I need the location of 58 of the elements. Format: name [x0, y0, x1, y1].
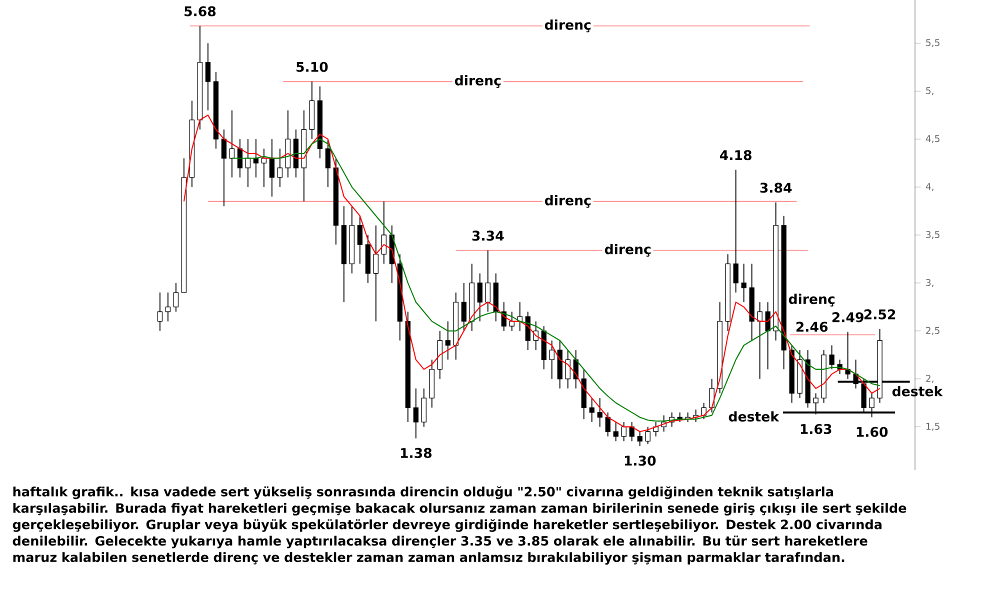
y-tick-label: 1,5	[926, 422, 940, 431]
annotation: 2.52	[864, 309, 896, 320]
annotation: 1.60	[856, 426, 888, 437]
annotation: 2.49	[832, 312, 864, 322]
candlestick	[413, 388, 418, 439]
candlestick	[477, 272, 482, 322]
text: haftalık grafik.. kısa vadede sert yükseliş sonrasında direncin olduğu "2.50" civarına geldiğinden teknik satışlarla karşılaşabilir. Burada fiyat hareketleri geçmişe bakacak olursanız zaman zaman birilerinin senede giriş çıkışı ile sert şekilde gerçekleşebiliyor. Gruplar veya büyük spekülatörler devreye girdiğinde hareketler sertleşebiliyor. Destek 2.00 civarında denilebilir. Gelecekte yukarıya hamle yaptırılacaksa dirençler 3.35 ve 3.85 olarak ele alınabilir. Bu tür sert hareketlere maruz kalabilen senetlerde direnç ve destekler zaman zaman anlamsız bırakılabiliyor şişman parmaklar tarafından.	[12, 486, 906, 565]
candlestick	[733, 169, 738, 294]
annotation: 1.63	[800, 424, 832, 434]
y-tick-label: 3,	[926, 278, 934, 287]
candlestick	[589, 398, 594, 423]
y-tick-label: 5,5	[926, 39, 940, 48]
candlestick	[605, 412, 610, 437]
candlestick	[613, 422, 618, 442]
candlestick	[357, 215, 362, 264]
candlestick	[421, 388, 426, 428]
candlestick	[325, 138, 331, 188]
candlestick	[829, 344, 834, 370]
ref-line-label: direnç	[788, 294, 835, 306]
candlestick	[157, 292, 163, 332]
candlestick	[645, 426, 650, 445]
candlestick	[277, 148, 283, 188]
candlestick	[549, 340, 554, 380]
ref-line-label: destek	[728, 411, 780, 422]
ref-line-label: direnç	[544, 195, 591, 208]
candlestick	[373, 224, 378, 322]
annotation: 4.18	[720, 150, 752, 160]
y-tick-label: 5,	[926, 87, 934, 96]
y-tick-label: 2,5	[926, 326, 940, 335]
ref-line-label: destek	[892, 386, 943, 396]
y-tick-label: 4,	[926, 183, 934, 191]
candlestick	[205, 42, 211, 111]
candlestick	[269, 138, 275, 198]
candlestick	[637, 431, 642, 446]
annotation: 5.68	[184, 6, 216, 16]
y-tick-label: 2,	[926, 374, 934, 383]
annotation: 3.34	[472, 230, 504, 241]
candlestick	[229, 110, 235, 178]
candlestick	[173, 282, 179, 312]
candlestick	[597, 398, 602, 428]
candlestick	[741, 263, 746, 303]
candlestick	[485, 250, 490, 312]
candlestick	[461, 282, 466, 332]
ref-line-label: direnç	[604, 244, 651, 257]
annotation: 5.10	[296, 62, 328, 72]
y-tick-label: 3,5	[926, 231, 940, 240]
annotation: 1.38	[400, 448, 432, 458]
annotation: 2.46	[796, 322, 828, 332]
candlestick	[381, 200, 386, 264]
annotation: 1.30	[624, 456, 656, 466]
ref-line-label: direnç	[544, 20, 591, 32]
annotation: 3.84	[760, 182, 792, 193]
y-tick-label: 4,5	[926, 135, 940, 144]
candlestick	[621, 422, 626, 442]
candlestick	[445, 320, 450, 360]
candlestick	[165, 292, 171, 322]
ref-line-label: direnç	[454, 75, 501, 88]
candlestick	[221, 129, 227, 207]
